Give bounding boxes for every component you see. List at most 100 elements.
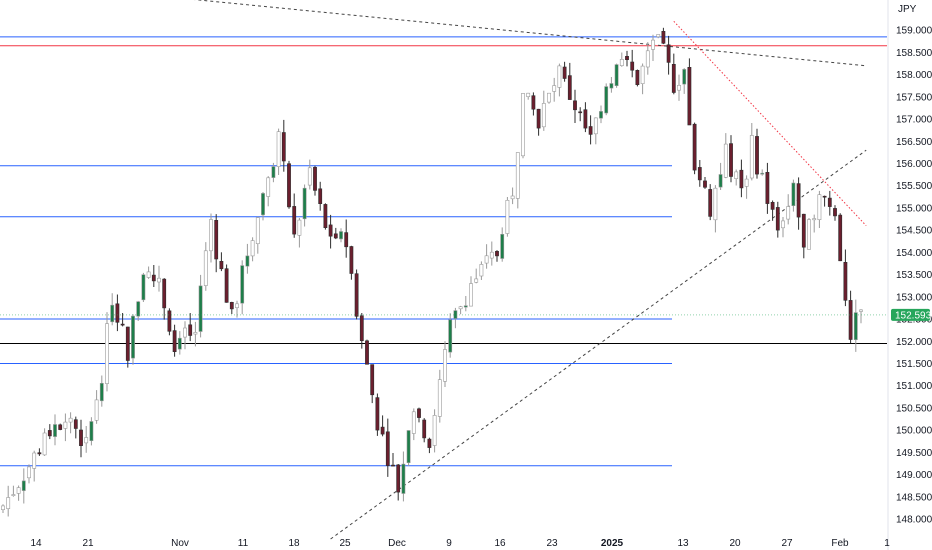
candle [822,195,827,207]
price-tick-label: 157.500 [896,92,932,103]
candle-body [703,180,707,188]
candle [255,216,260,254]
candle-body [94,399,99,421]
candle-body [53,424,57,437]
candle-body [547,92,551,103]
candle-body [651,39,655,50]
price-axis-panel[interactable] [888,0,932,550]
candle [692,122,697,175]
candle [391,453,395,467]
candle [801,213,806,259]
candle-body [671,64,676,93]
candle-body [302,187,307,220]
candle [172,324,177,357]
candle-body [614,64,619,86]
candle-body [73,419,78,429]
candle-body [599,111,603,119]
candle-body [193,332,198,335]
time-tick-label: 14 [30,538,42,549]
candle-body [131,315,135,359]
candle [339,228,343,243]
candle-body [271,166,276,178]
candle-body [240,265,245,304]
candle [578,107,583,122]
candle-body [521,93,525,157]
candle [541,90,546,131]
price-tick-label: 156.500 [896,137,932,148]
candle [261,192,265,221]
candle-body [838,214,843,262]
candle-body [157,277,161,283]
candle [521,93,525,159]
price-tick-label: 152.000 [896,337,932,348]
candlesticks [1,27,863,517]
candle [11,485,16,497]
candle-body [645,50,650,68]
candle-body [27,466,31,479]
candle-body [432,415,437,446]
candle [224,264,229,303]
candle-body [146,271,151,278]
candle-body [713,187,718,221]
candle-body [827,197,832,207]
candle-body [37,452,42,455]
price-tick-label: 159.000 [896,26,932,37]
price-axis-ticks: 148.000 148.500 149.000 149.500 150.000 150.5… [896,26,932,526]
price-tick-label: 155.000 [896,204,932,215]
candle-body [203,250,208,286]
candle-body [515,152,520,199]
candle-body [287,163,291,208]
candle-body [822,195,827,198]
candle [635,69,640,87]
candle-body [427,438,432,448]
candle [807,218,811,250]
candle-body [536,108,541,129]
candle [791,179,796,212]
candle [37,448,42,456]
candle-body [333,233,338,239]
candle-body [375,397,380,431]
candle-body [323,204,328,228]
time-tick-label: 25 [339,538,351,549]
candle [53,414,57,446]
candle [219,252,224,272]
candle-body [463,305,468,308]
candle-body [292,206,297,235]
candle-body [531,95,536,110]
candle [203,242,208,291]
candle-body [562,66,567,79]
candle [333,227,338,240]
candle [58,423,63,431]
candle-body [578,111,583,114]
price-tick-label: 148.500 [896,492,932,503]
candle [146,266,151,279]
time-tick-label: 27 [781,538,793,549]
candle [526,92,531,100]
candle-body [744,178,749,187]
candle [567,62,572,100]
trendline-red-dotted [673,20,867,227]
candle [99,375,104,407]
candle [687,58,692,126]
candle-body [209,219,213,252]
candle [229,301,234,314]
time-tick-label: 11 [238,538,249,549]
candle [193,321,198,347]
candle [245,243,250,274]
candle [661,27,666,45]
candle-body [198,285,203,332]
candle [167,308,172,336]
candle-body [755,136,759,175]
candle-body [349,246,354,274]
candle-body [11,494,16,497]
candle-body [385,431,390,466]
candle [697,160,702,187]
candle [365,339,369,365]
candle-body [573,100,577,111]
candle-body [229,301,234,310]
candle [79,419,83,458]
candle [318,181,323,211]
candle [786,194,791,225]
